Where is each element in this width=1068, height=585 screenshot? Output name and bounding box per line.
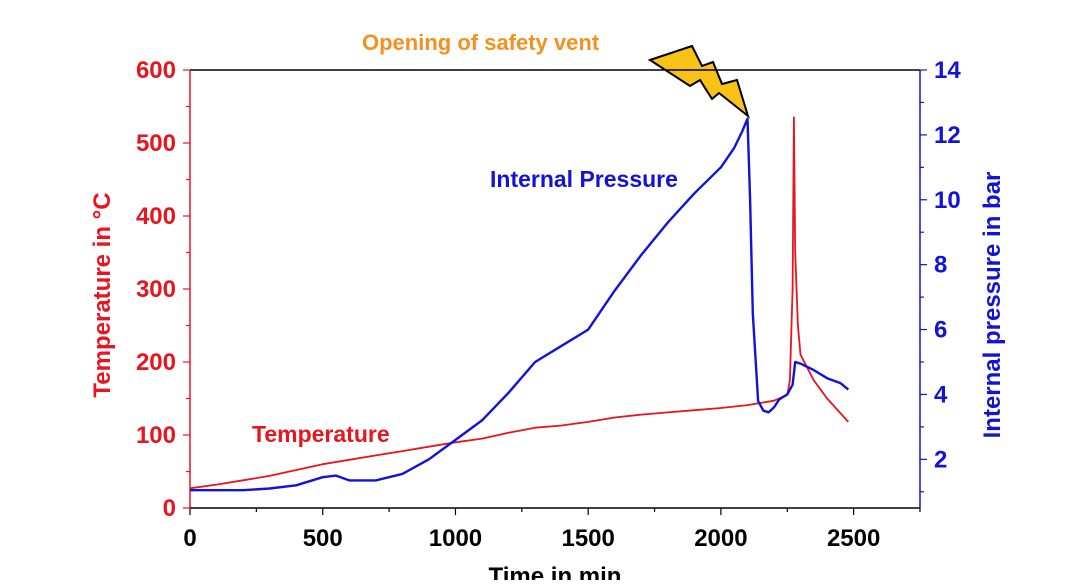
y-left-tick-label: 600 bbox=[136, 57, 176, 84]
temperature-series-label: Temperature bbox=[252, 421, 390, 447]
x-tick-label: 2000 bbox=[694, 525, 747, 552]
x-tick-label: 0 bbox=[183, 525, 196, 552]
y-left-tick-label: 300 bbox=[136, 276, 176, 303]
x-tick-label: 500 bbox=[303, 525, 343, 552]
x-axis-label: Time in min bbox=[489, 563, 622, 580]
x-tick-label: 1000 bbox=[429, 525, 482, 552]
y-right-tick-label: 6 bbox=[934, 317, 947, 344]
temperature-series-line bbox=[189, 116, 849, 490]
y-right-tick-label: 2 bbox=[934, 446, 947, 473]
y-axis-right-label: Internal pressure in bar bbox=[979, 172, 1006, 439]
pressure-series-label: Internal Pressure bbox=[490, 166, 678, 192]
pressure-series-line bbox=[190, 117, 850, 492]
y-right-tick-label: 10 bbox=[934, 187, 961, 214]
y-right-tick-label: 4 bbox=[934, 381, 948, 408]
y-left-tick-label: 400 bbox=[136, 203, 176, 230]
y-right-tick-label: 8 bbox=[934, 252, 947, 279]
x-tick-label: 1500 bbox=[561, 525, 614, 552]
y-left-tick-label: 100 bbox=[136, 422, 176, 449]
y-left-tick-label: 500 bbox=[136, 130, 176, 157]
lightning-bolt-icon bbox=[647, 44, 750, 119]
y-left-tick-label: 200 bbox=[136, 349, 176, 376]
y-right-tick-label: 12 bbox=[934, 122, 961, 149]
y-axis-left-label: Temperature in °C bbox=[89, 192, 116, 397]
lightning-bolt-shape bbox=[647, 44, 750, 119]
y-left-tick-label: 0 bbox=[163, 495, 176, 522]
vent-annotation: Opening of safety vent bbox=[362, 30, 600, 55]
x-tick-label: 2500 bbox=[827, 525, 880, 552]
y-right-tick-label: 14 bbox=[934, 57, 961, 84]
